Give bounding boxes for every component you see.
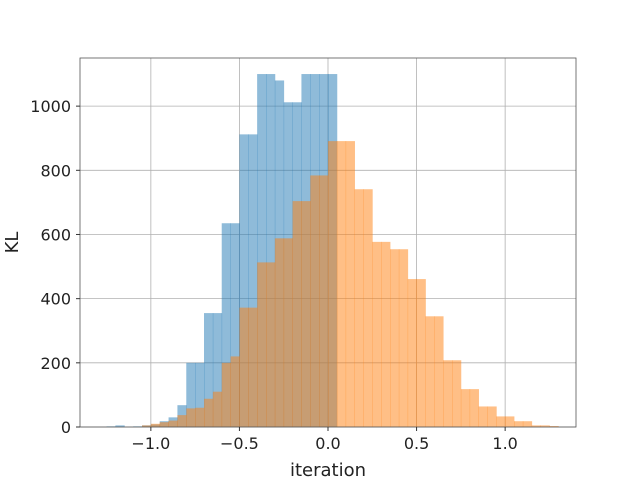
histogram-bar (177, 415, 187, 427)
histogram-bar (204, 313, 214, 427)
histogram-bar (336, 141, 347, 427)
histogram-bar (505, 416, 515, 427)
histogram-bar (478, 406, 488, 427)
histogram-bar (239, 134, 249, 428)
histogram-bar (239, 307, 249, 427)
histogram-bar (328, 141, 338, 427)
histogram-bar (514, 421, 524, 427)
x-tick-label: −1.0 (131, 434, 170, 453)
histogram-bar (248, 307, 258, 427)
histogram-bar (531, 425, 541, 427)
histogram-bar (319, 175, 329, 427)
histogram-bar (212, 313, 223, 427)
y-tick-label: 600 (40, 225, 71, 244)
histogram-bar (354, 189, 364, 427)
histogram-bar (398, 249, 409, 427)
y-tick-label: 0 (61, 418, 71, 437)
histogram-bar (204, 398, 214, 427)
histogram-bar (195, 407, 205, 427)
histogram-bar (487, 406, 497, 427)
histogram-bar (310, 175, 320, 427)
histogram-bar (301, 201, 311, 427)
histogram-bar (381, 241, 391, 427)
histogram-bar (150, 423, 161, 427)
histogram-bar (469, 389, 479, 427)
histogram-bar (496, 416, 506, 427)
histogram-bar (257, 262, 267, 427)
histogram-bar (372, 241, 382, 427)
histogram-bar (212, 391, 223, 427)
histogram-bar (292, 201, 302, 427)
histogram-bar (230, 223, 240, 427)
histogram-bar (168, 420, 178, 427)
histogram-bar (115, 425, 125, 427)
histogram-bar (221, 362, 231, 427)
x-tick-label: 0.5 (404, 434, 429, 453)
bars (106, 74, 559, 428)
histogram-bar (283, 238, 293, 427)
ticks: −1.0 −0.5 0.0 0.5 1.0 0 200 400 600 800 1000 (30, 97, 518, 453)
x-tick-label: −0.5 (220, 434, 259, 453)
histogram-bar (186, 408, 196, 427)
x-tick-label: 1.0 (492, 434, 517, 453)
histogram-bar (266, 262, 276, 427)
y-tick-label: 400 (40, 290, 71, 309)
x-tick-label: 0.0 (315, 434, 340, 453)
series-2 (142, 141, 559, 427)
histogram-bar (345, 141, 355, 427)
histogram-bar (407, 279, 417, 427)
y-tick-label: 200 (40, 354, 71, 373)
histogram-bar (390, 249, 400, 427)
histogram-bar (416, 279, 426, 427)
histogram-bar (221, 223, 231, 427)
histogram-bar (142, 425, 152, 427)
histogram-bar (460, 389, 471, 427)
histogram-bar (257, 74, 267, 427)
histogram-bar (186, 362, 196, 427)
histogram-bar (540, 425, 550, 427)
histogram-bar (159, 422, 169, 427)
histogram-bar (452, 360, 462, 427)
histogram-bar (549, 426, 559, 427)
histogram-bar (248, 134, 258, 428)
histogram-bar (425, 316, 435, 427)
histogram-bar (266, 74, 276, 427)
histogram-bar (274, 238, 285, 427)
y-tick-label: 1000 (30, 97, 71, 116)
histogram-bar (363, 189, 373, 427)
histogram-bar (195, 362, 205, 427)
histogram-bar (522, 421, 533, 427)
histogram-bar (443, 360, 453, 427)
x-axis-label: iteration (290, 460, 366, 480)
y-axis-label: KL (2, 232, 23, 254)
histogram-bar (434, 316, 444, 427)
histogram-bar (230, 356, 240, 427)
y-tick-label: 800 (40, 161, 71, 180)
